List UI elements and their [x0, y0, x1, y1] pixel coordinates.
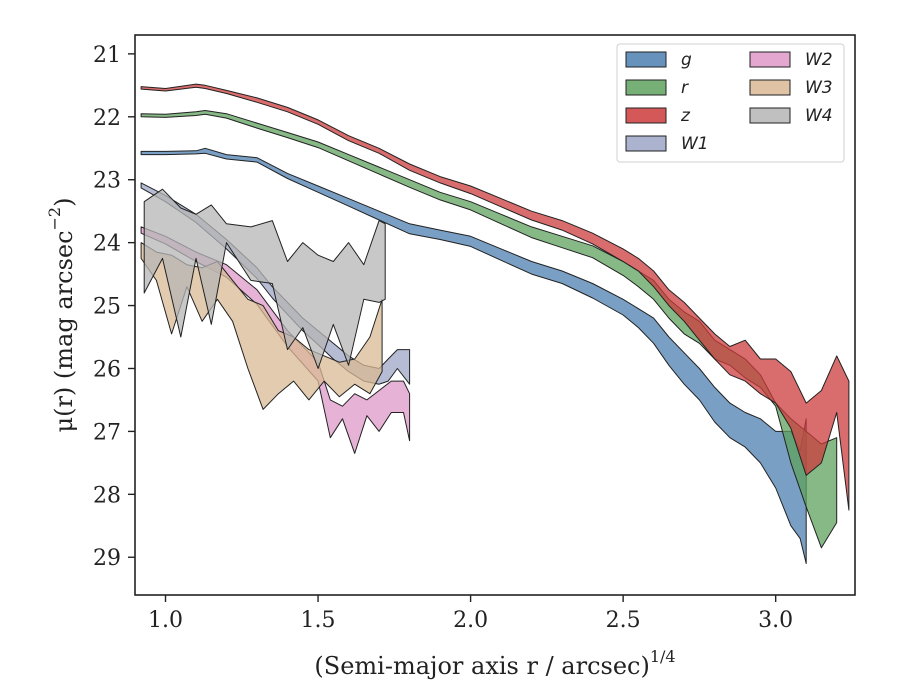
legend-swatch-w2 [749, 51, 791, 68]
series-band-w4 [143, 188, 386, 369]
y-tick-label: 24 [93, 232, 121, 257]
y-tick-label: 26 [93, 357, 121, 382]
ticks-layer: 1.0 1.5 2.0 2.5 3.0 21 22 23 24 25 26 27 28 29 [93, 43, 793, 633]
y-tick-label: 25 [93, 295, 121, 320]
legend-swatch-w4 [749, 107, 791, 124]
legend-label-r: r [681, 78, 689, 98]
legend-label-w1: W1 [681, 134, 709, 154]
plot-frame [134, 34, 856, 596]
legend-label-w2: W2 [805, 50, 833, 70]
y-tick-label: 28 [93, 483, 121, 508]
x-axis-label: (Semi-major axis r / arcsec)1/4 [314, 647, 675, 680]
legend: grz W1 W2 W3 W4 [616, 43, 845, 163]
legend-label-z: z [680, 106, 691, 126]
legend-swatch-r [625, 79, 667, 96]
x-tick-label: 3.0 [758, 608, 793, 633]
legend-swatch-g [625, 51, 667, 68]
legend-swatch-w1 [625, 135, 667, 152]
legend-swatch-z [625, 107, 667, 124]
legend-label-w4: W4 [805, 106, 833, 126]
y-axis-label: μ(r) (mag arcsec−2) [45, 198, 78, 433]
y-tick-label: 21 [93, 43, 121, 68]
y-tick-label: 27 [93, 420, 121, 445]
series-layer [140, 83, 850, 564]
y-tick-label: 22 [93, 106, 121, 131]
series-band-g [140, 147, 807, 564]
legend-swatch-w3 [749, 79, 791, 96]
y-tick-label: 23 [93, 169, 121, 194]
legend-label-w3: W3 [805, 78, 833, 98]
x-tick-label: 2.0 [453, 608, 488, 633]
x-tick-label: 1.0 [148, 608, 183, 633]
y-tick-label: 29 [93, 546, 121, 571]
x-tick-label: 1.5 [301, 608, 336, 633]
legend-label-g: g [681, 50, 692, 70]
series-band-z [140, 83, 850, 511]
x-tick-label: 2.5 [606, 608, 641, 633]
legend-frame [616, 43, 845, 163]
